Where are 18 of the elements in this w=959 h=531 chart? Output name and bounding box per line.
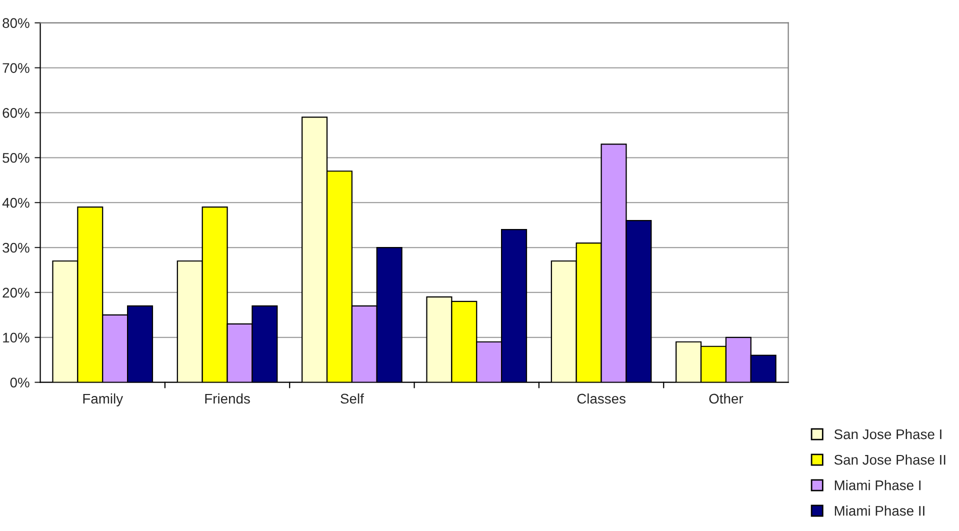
y-tick-label: 60% bbox=[2, 108, 30, 118]
x-tick-label: Friends bbox=[205, 393, 250, 404]
legend-label: San Jose Phase I bbox=[834, 428, 942, 440]
y-tick-label: 30% bbox=[2, 242, 30, 253]
y-tick-label: 40% bbox=[2, 198, 30, 208]
y-tick-label: 0% bbox=[10, 378, 30, 388]
x-tick-label: Classes bbox=[577, 393, 626, 404]
x-tick-label: Other bbox=[709, 393, 744, 404]
x-tick-label: Self bbox=[340, 393, 364, 404]
y-tick-label: 80% bbox=[2, 18, 30, 28]
legend-label: Miami Phase II bbox=[834, 506, 924, 516]
legend-label: San Jose Phase II bbox=[834, 454, 946, 465]
y-tick-label: 20% bbox=[2, 288, 30, 298]
legend-label: Miami Phase I bbox=[834, 480, 920, 490]
y-tick-label: 70% bbox=[2, 63, 30, 73]
y-tick-label: 10% bbox=[3, 332, 30, 343]
y-tick-label: 50% bbox=[2, 152, 30, 163]
x-tick-label: Family bbox=[83, 393, 124, 406]
